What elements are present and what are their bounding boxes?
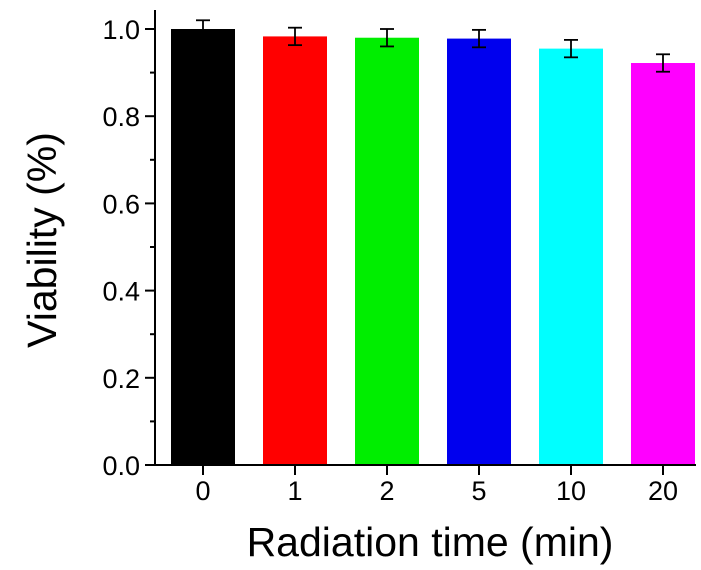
x-tick-label: 2 xyxy=(379,476,394,506)
bar-20 xyxy=(631,63,695,466)
bar-0 xyxy=(171,29,235,465)
axes-layer xyxy=(154,10,696,466)
x-ticks-layer: 0 1 2 5 10 20 xyxy=(195,465,678,506)
bar-10 xyxy=(539,48,603,466)
y-tick-label: 0.2 xyxy=(102,364,140,394)
y-tick-label: 0.6 xyxy=(102,189,140,219)
x-tick-label: 1 xyxy=(287,476,302,506)
x-tick-label: 0 xyxy=(195,476,210,506)
x-tick-label: 10 xyxy=(556,476,586,506)
x-tick-label: 20 xyxy=(648,476,678,506)
bar-5 xyxy=(447,38,511,465)
bar-2 xyxy=(355,37,419,465)
y-tick-label: 1.0 xyxy=(102,15,140,45)
y-tick-label: 0.4 xyxy=(102,277,140,307)
bars-layer xyxy=(171,19,695,466)
x-tick-label: 5 xyxy=(471,476,486,506)
y-ticks-layer: 0.0 0.2 0.4 0.6 0.8 1.0 xyxy=(102,15,155,481)
y-tick-label: 0.8 xyxy=(102,102,140,132)
x-axis-title: Radiation time (min) xyxy=(247,519,614,565)
bar-1 xyxy=(263,36,327,466)
y-tick-label: 0.0 xyxy=(102,451,140,481)
y-axis-title: Viability (%) xyxy=(19,132,65,348)
